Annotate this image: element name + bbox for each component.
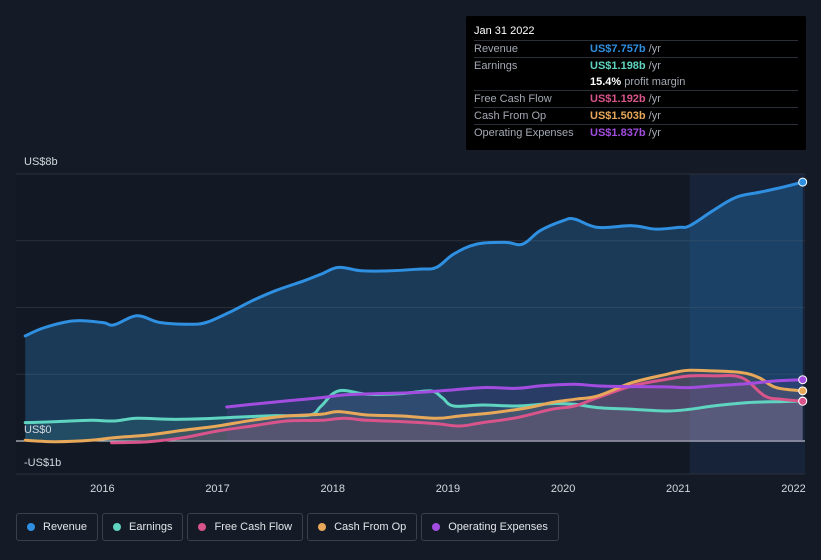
area-cash-from-op bbox=[25, 370, 803, 442]
tooltip-date: Jan 31 2022 bbox=[474, 25, 535, 37]
tooltip-panel: Jan 31 2022 Revenue US$7.757b /yr Earnin… bbox=[466, 16, 806, 150]
legend-toggle-revenue[interactable]: Revenue bbox=[16, 513, 99, 541]
x-tick-label: 2016 bbox=[90, 483, 114, 495]
legend-label: Cash From Op bbox=[334, 521, 407, 533]
tooltip-unit: /yr bbox=[648, 110, 661, 122]
legend-dot-icon bbox=[198, 523, 207, 531]
legend-label: Revenue bbox=[43, 521, 88, 533]
area-revenue bbox=[25, 182, 803, 441]
tooltip-value: US$1.503b bbox=[590, 110, 646, 122]
tooltip-label: Free Cash Flow bbox=[474, 93, 552, 105]
tooltip-value: 15.4% bbox=[590, 76, 622, 88]
legend-toggle-earnings[interactable]: Earnings bbox=[102, 513, 184, 541]
legend-label: Free Cash Flow bbox=[214, 521, 293, 533]
line-operating-expenses bbox=[225, 378, 805, 409]
end-marker-operating-expenses bbox=[798, 375, 808, 385]
x-axis-labels: 2016 2017 2018 2019 2020 2021 2022 bbox=[90, 483, 806, 495]
y-tick-label: US$0 bbox=[24, 424, 52, 436]
plot-background bbox=[16, 174, 805, 474]
legend-toggle-operating-expenses[interactable]: Operating Expenses bbox=[421, 513, 559, 541]
chart-legend: Revenue Earnings Free Cash Flow Cash Fro… bbox=[16, 513, 559, 541]
tooltip-label: Cash From Op bbox=[474, 110, 547, 122]
tooltip-row-cash-from-op: Cash From Op US$1.503b /yr bbox=[474, 107, 798, 124]
forecast-highlight-band bbox=[689, 174, 805, 474]
legend-label: Earnings bbox=[129, 521, 173, 533]
end-marker-revenue bbox=[798, 177, 808, 187]
tooltip-unit: /yr bbox=[648, 43, 661, 55]
tooltip-unit: /yr bbox=[648, 60, 661, 72]
x-tick-label: 2018 bbox=[321, 483, 345, 495]
tooltip-value: US$7.757b bbox=[590, 43, 646, 55]
tooltip-label bbox=[474, 74, 590, 90]
series-end-markers bbox=[798, 177, 808, 406]
tooltip-value: US$1.192b bbox=[590, 93, 646, 105]
tooltip-row-profit-margin: 15.4% profit margin bbox=[474, 74, 798, 90]
legend-dot-icon bbox=[318, 523, 327, 531]
x-tick-label: 2019 bbox=[436, 483, 460, 495]
tooltip-unit: /yr bbox=[648, 93, 661, 105]
line-revenue bbox=[23, 180, 805, 338]
x-tick-label: 2022 bbox=[781, 483, 805, 495]
legend-dot-icon bbox=[113, 523, 122, 531]
tooltip-value: US$1.837b bbox=[590, 127, 646, 139]
tooltip-row-revenue: Revenue US$7.757b /yr bbox=[474, 40, 798, 57]
legend-toggle-free-cash-flow[interactable]: Free Cash Flow bbox=[187, 513, 304, 541]
x-tick-label: 2021 bbox=[666, 483, 690, 495]
tooltip-row-operating-expenses: Operating Expenses US$1.837b /yr bbox=[474, 124, 798, 141]
legend-dot-icon bbox=[27, 523, 35, 531]
legend-toggle-cash-from-op[interactable]: Cash From Op bbox=[307, 513, 418, 541]
tooltip-value: US$1.198b bbox=[590, 60, 646, 72]
legend-label: Operating Expenses bbox=[448, 521, 548, 533]
y-tick-label: -US$1b bbox=[24, 457, 61, 469]
tooltip-row-earnings: Earnings US$1.198b /yr bbox=[474, 57, 798, 74]
legend-dot-icon bbox=[432, 523, 441, 531]
x-tick-label: 2020 bbox=[551, 483, 575, 495]
tooltip-label: Earnings bbox=[474, 60, 518, 72]
tooltip-unit: profit margin bbox=[624, 76, 686, 88]
y-axis-labels: US$8b US$0 -US$1b bbox=[24, 156, 61, 469]
y-tick-label: US$8b bbox=[24, 156, 58, 168]
area-free-cash-flow bbox=[111, 375, 803, 443]
series-lines bbox=[23, 180, 805, 445]
line-cash-from-op bbox=[23, 368, 805, 444]
tooltip-label: Revenue bbox=[474, 43, 519, 55]
end-marker-cash-from-op bbox=[798, 386, 808, 396]
tooltip-label: Operating Expenses bbox=[474, 127, 574, 139]
end-marker-free-cash-flow bbox=[798, 396, 808, 406]
tooltip-unit: /yr bbox=[648, 127, 661, 139]
line-free-cash-flow bbox=[110, 374, 805, 445]
x-tick-label: 2017 bbox=[205, 483, 229, 495]
tooltip-row-free-cash-flow: Free Cash Flow US$1.192b /yr bbox=[474, 90, 798, 107]
